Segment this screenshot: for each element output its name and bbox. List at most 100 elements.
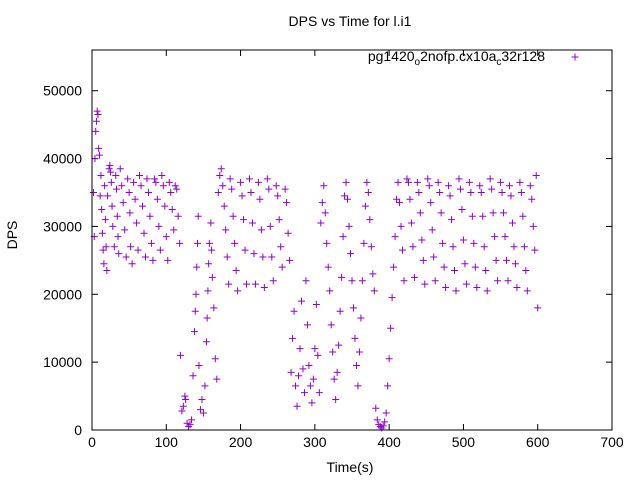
data-point [399, 246, 407, 254]
data-point [89, 189, 97, 196]
data-point [140, 229, 148, 237]
data-point [421, 280, 429, 288]
data-point [238, 192, 246, 200]
data-point [137, 182, 145, 190]
data-point [275, 216, 283, 224]
data-point [479, 212, 487, 220]
data-point [385, 355, 393, 363]
data-point [387, 324, 395, 332]
data-point [113, 212, 121, 220]
data-point [513, 284, 521, 291]
data-point [188, 416, 196, 424]
data-point [248, 219, 256, 227]
data-point [256, 195, 264, 203]
data-point [491, 233, 499, 241]
data-point [323, 239, 331, 247]
data-point [303, 321, 311, 329]
data-point [516, 178, 524, 186]
data-point [363, 178, 371, 186]
data-point [345, 222, 353, 230]
data-point [382, 409, 390, 417]
data-point [341, 192, 349, 200]
data-point [193, 239, 201, 247]
data-point [146, 212, 154, 220]
data-point [494, 277, 502, 285]
data-point [128, 260, 136, 268]
legend-label-subscript-1: o [415, 57, 421, 68]
data-point [193, 263, 201, 271]
data-point [213, 375, 221, 383]
data-point [404, 178, 412, 186]
data-point [476, 182, 484, 190]
data-point [529, 222, 537, 230]
data-point [351, 334, 359, 342]
x-tick-label: 0 [88, 434, 96, 450]
data-point [168, 205, 176, 213]
data-point [367, 243, 375, 251]
data-point [295, 372, 303, 380]
y-axis-label: DPS [4, 221, 20, 250]
data-point [259, 253, 267, 261]
data-point [131, 195, 139, 203]
data-point [183, 419, 191, 427]
data-point [139, 202, 147, 210]
data-point [265, 185, 273, 193]
data-point [520, 243, 528, 251]
x-tick-label: 700 [600, 434, 624, 450]
data-point [318, 199, 326, 207]
data-point [344, 195, 352, 203]
data-point [489, 209, 497, 217]
data-point [361, 202, 369, 210]
data-point [483, 287, 491, 295]
data-point [216, 172, 224, 180]
data-point [332, 395, 340, 403]
data-point [254, 178, 262, 186]
x-tick-label: 100 [155, 434, 179, 450]
data-point [176, 351, 184, 359]
data-point [266, 222, 274, 230]
chart-title: DPS vs Time for l.i1 [289, 13, 412, 29]
data-point [347, 250, 355, 258]
data-point [456, 185, 464, 193]
data-point [425, 182, 433, 190]
data-point [165, 178, 173, 186]
data-point [329, 348, 337, 356]
data-point [311, 345, 319, 353]
data-point [95, 151, 103, 159]
x-tick-label: 200 [229, 434, 253, 450]
data-point [164, 256, 172, 264]
data-point [459, 236, 467, 244]
data-point [143, 175, 151, 183]
data-point [440, 263, 448, 271]
data-point [326, 287, 334, 295]
data-point [409, 243, 417, 251]
data-point [281, 185, 289, 193]
data-point [181, 392, 189, 400]
data-point [330, 375, 338, 383]
legend-label: pg1420o2nofp.cx10ac32r128 [368, 48, 545, 68]
data-point [269, 277, 277, 285]
data-point [431, 277, 439, 285]
data-point [202, 338, 210, 346]
data-point [198, 395, 206, 403]
data-point [292, 382, 300, 390]
data-point [96, 192, 104, 200]
data-point [210, 304, 218, 312]
data-point [91, 155, 99, 163]
data-point [407, 219, 415, 227]
data-point [103, 267, 111, 275]
data-point [500, 209, 508, 217]
data-point [98, 205, 106, 213]
data-point [428, 226, 436, 234]
data-point [373, 416, 381, 424]
data-point [205, 260, 213, 268]
data-point [293, 402, 301, 410]
data-point [324, 263, 332, 271]
data-point [179, 402, 187, 410]
data-point [488, 185, 496, 193]
data-point [92, 127, 100, 135]
data-point [486, 175, 494, 183]
data-point [263, 175, 271, 183]
data-point [306, 382, 314, 390]
legend-marker-plus [571, 53, 579, 61]
